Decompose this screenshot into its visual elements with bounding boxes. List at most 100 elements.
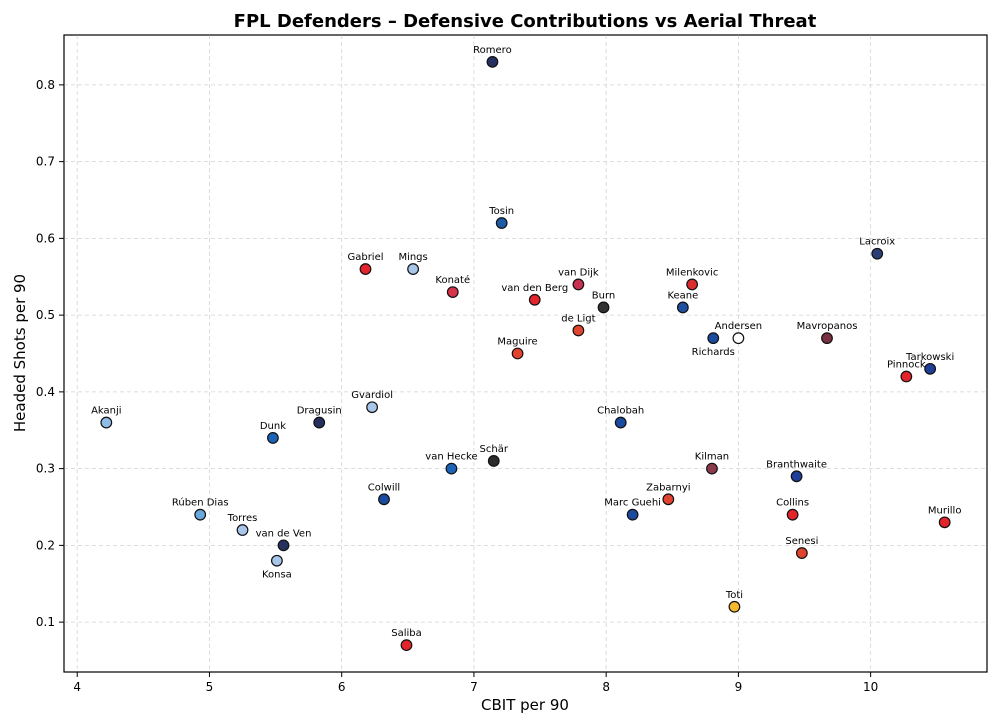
data-point — [572, 324, 585, 337]
data-point-label: Toti — [725, 590, 743, 601]
data-point — [597, 301, 610, 314]
plot-area — [63, 34, 988, 673]
data-point — [313, 416, 326, 429]
x-tick-label: 5 — [206, 680, 214, 694]
data-point — [446, 286, 459, 299]
data-point — [707, 332, 720, 345]
y-axis-label: Headed Shots per 90 — [11, 274, 29, 432]
data-point-label: Dunk — [260, 421, 286, 432]
data-point-label: van den Berg — [501, 283, 568, 294]
data-point-label: Romero — [473, 45, 512, 56]
x-tick-label: 7 — [470, 680, 478, 694]
x-axis-label: CBIT per 90 — [481, 696, 569, 714]
y-tick-label: 0.2 — [36, 538, 55, 552]
data-point-label: Burn — [592, 290, 615, 301]
data-point-label: Torres — [227, 513, 258, 524]
data-point — [400, 639, 413, 652]
y-tick-label: 0.1 — [36, 615, 55, 629]
x-tick-label: 8 — [602, 680, 610, 694]
data-point-label: Kilman — [695, 452, 729, 463]
data-point-label: Milenkovic — [666, 267, 718, 278]
x-tick-label: 10 — [863, 680, 878, 694]
data-point-label: Marc Guehi — [604, 498, 661, 509]
data-point — [795, 547, 808, 559]
data-point-label: Tarkowski — [905, 352, 954, 363]
data-point — [366, 401, 379, 414]
data-point — [277, 539, 290, 552]
data-point-label: Akanji — [91, 406, 121, 417]
data-points — [100, 55, 951, 652]
point-labels: Romero Tosin Lacroix Gabriel Mings Konaté van … — [91, 45, 961, 639]
data-point-label: Pinnock — [887, 360, 926, 371]
data-point — [572, 278, 585, 291]
x-tick-label: 9 — [735, 680, 743, 694]
data-point-label: van Dijk — [558, 267, 599, 278]
data-point-label: Senesi — [785, 536, 818, 547]
data-point-label: de Ligt — [561, 313, 595, 324]
y-tick-label: 0.7 — [36, 155, 55, 169]
data-point-label: Colwill — [368, 482, 400, 493]
data-point-label: van de Ven — [256, 528, 312, 539]
data-point — [487, 455, 500, 467]
axis-ticks: 4 5 6 7 8 9 10 0.1 0.2 0.3 0.4 0.5 0.6 0.7 0.8 — [36, 78, 878, 694]
data-point — [511, 347, 524, 360]
data-point — [100, 416, 113, 429]
data-point-label: van Hecke — [425, 452, 477, 463]
data-point-label: Andersen — [715, 321, 763, 332]
data-point — [686, 278, 699, 291]
data-point-label: Richards — [692, 347, 735, 358]
data-point — [924, 362, 937, 375]
data-point — [662, 493, 675, 506]
data-point — [359, 263, 372, 275]
data-point-label: Branthwaite — [766, 459, 827, 470]
data-point — [194, 508, 207, 521]
data-point — [407, 263, 420, 275]
data-point — [790, 470, 803, 483]
data-point-label: Konaté — [435, 274, 470, 286]
data-point-label: Gabriel — [347, 252, 383, 263]
data-point — [495, 217, 508, 229]
data-point — [267, 432, 279, 444]
data-point — [626, 508, 639, 521]
data-point — [614, 416, 627, 429]
data-point-label: Saliba — [391, 628, 422, 639]
data-point-label: Collins — [776, 498, 809, 509]
chart-title: FPL Defenders – Defensive Contributions … — [234, 11, 817, 32]
data-point — [445, 462, 458, 475]
data-point-label: Maguire — [497, 337, 537, 348]
grid — [64, 35, 987, 672]
data-point — [676, 301, 689, 314]
data-point-label: Rúben Dias — [172, 497, 229, 509]
data-point — [871, 247, 884, 260]
data-point — [270, 554, 283, 567]
data-point — [786, 508, 799, 521]
data-point-label: Keane — [667, 290, 698, 301]
data-point-label: Tosin — [488, 206, 514, 217]
data-point — [732, 332, 745, 345]
data-point — [486, 55, 499, 68]
data-point-label: Zabarnyi — [646, 482, 690, 493]
y-tick-label: 0.3 — [36, 462, 55, 476]
data-point-label: Schär — [480, 444, 509, 455]
data-point — [821, 332, 833, 345]
data-point-label: Mings — [398, 252, 427, 263]
y-tick-label: 0.4 — [36, 385, 55, 399]
data-point — [938, 516, 951, 529]
data-point-label: Gvardiol — [351, 390, 393, 401]
data-point — [378, 493, 390, 506]
y-tick-label: 0.6 — [36, 231, 55, 245]
y-tick-label: 0.8 — [36, 78, 55, 92]
y-tick-label: 0.5 — [36, 308, 55, 322]
data-point-label: Lacroix — [859, 237, 895, 248]
data-point-label: Murillo — [928, 505, 962, 516]
data-point — [728, 600, 741, 613]
data-point-label: Chalobah — [597, 406, 644, 417]
data-point-label: Dragusin — [297, 406, 342, 417]
x-tick-label: 4 — [73, 680, 81, 694]
data-point — [236, 524, 249, 536]
x-tick-label: 6 — [338, 680, 346, 694]
data-point — [528, 293, 541, 306]
data-point — [706, 462, 718, 475]
data-point-label: Konsa — [262, 570, 292, 581]
